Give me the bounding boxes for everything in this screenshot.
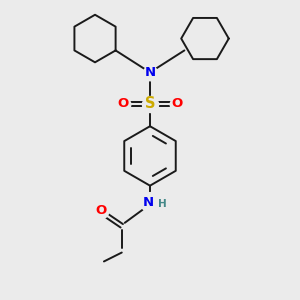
- Text: N: N: [144, 66, 156, 79]
- Text: S: S: [145, 96, 155, 111]
- Text: O: O: [171, 98, 182, 110]
- Text: O: O: [118, 98, 129, 110]
- Text: N: N: [143, 196, 154, 208]
- Text: H: H: [158, 200, 166, 209]
- Text: O: O: [95, 204, 106, 218]
